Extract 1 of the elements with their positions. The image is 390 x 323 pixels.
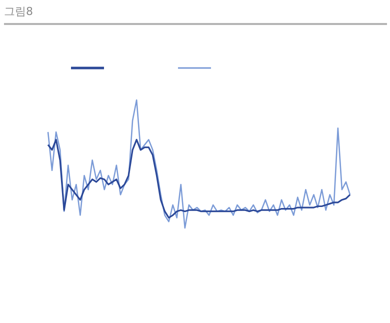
chart-title: 그림8 (4, 5, 33, 18)
